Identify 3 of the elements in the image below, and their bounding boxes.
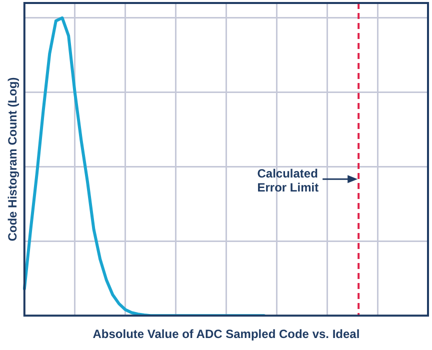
x-axis-title: Absolute Value of ADC Sampled Code vs. Ideal [92,327,360,342]
annotation: Calculated Error Limit [257,166,319,194]
y-axis-title: Code Histogram Count (Log) [6,77,20,242]
